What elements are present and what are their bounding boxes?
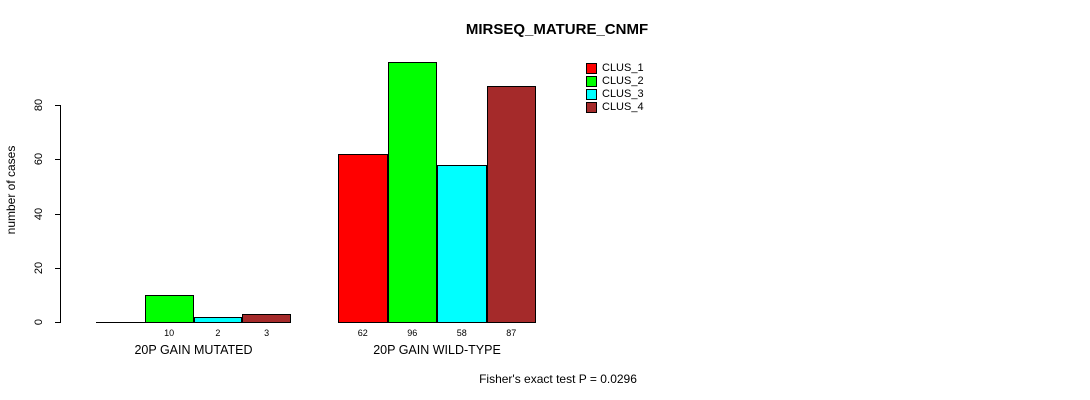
bar-value-label: 87 (506, 328, 517, 338)
bar-value-label: 62 (357, 328, 368, 338)
y-tick-label: 60 (33, 153, 45, 166)
legend-color-swatch (586, 89, 597, 100)
y-tick-mark (55, 159, 61, 161)
bar-clus_1 (338, 154, 388, 323)
bar-clus_4 (242, 314, 291, 323)
y-tick-label: 80 (33, 98, 45, 112)
y-tick-label: 40 (33, 207, 45, 220)
y-tick-mark (55, 105, 61, 106)
legend-item: CLUS_2 (586, 75, 644, 88)
bar-value-label: 3 (264, 328, 270, 338)
legend-color-swatch (586, 102, 597, 113)
bar-value-label: 96 (407, 328, 418, 338)
bar-clus_3 (193, 317, 243, 323)
legend-label: CLUS_3 (602, 88, 644, 100)
y-tick-label: 0 (33, 318, 45, 326)
chart-title: MIRSEQ_MATURE_CNMF (465, 21, 649, 38)
x-group-label: 20P GAIN WILD-TYPE (373, 343, 501, 357)
y-tick-label: 20 (33, 261, 45, 274)
legend-item: CLUS_3 (586, 88, 644, 101)
y-tick-mark (55, 267, 61, 269)
legend-label: CLUS_2 (602, 75, 644, 87)
bar-clus_2 (144, 295, 194, 323)
legend-label: CLUS_1 (602, 62, 644, 74)
bar-value-label: 2 (215, 328, 221, 338)
legend-color-swatch (586, 63, 597, 74)
legend-item: CLUS_4 (586, 101, 644, 114)
y-tick-mark (55, 322, 61, 323)
legend-label: CLUS_4 (602, 101, 644, 113)
x-group-label: 20P GAIN MUTATED (134, 343, 253, 357)
legend-item: CLUS_1 (586, 62, 644, 75)
legend: CLUS_1 CLUS_2 CLUS_3 CLUS_4 (586, 62, 644, 114)
bar-clus_2 (387, 62, 437, 323)
annotation-text: Fisher's exact test P = 0.0296 (479, 372, 637, 386)
bar-clus_4 (486, 86, 536, 323)
legend-color-swatch (586, 76, 597, 87)
y-tick-mark (55, 213, 61, 215)
bar-clus_3 (437, 165, 487, 323)
bar-value-label: 10 (164, 328, 175, 338)
bar-value-label: 58 (456, 328, 467, 338)
y-axis-label: number of cases (4, 145, 18, 235)
